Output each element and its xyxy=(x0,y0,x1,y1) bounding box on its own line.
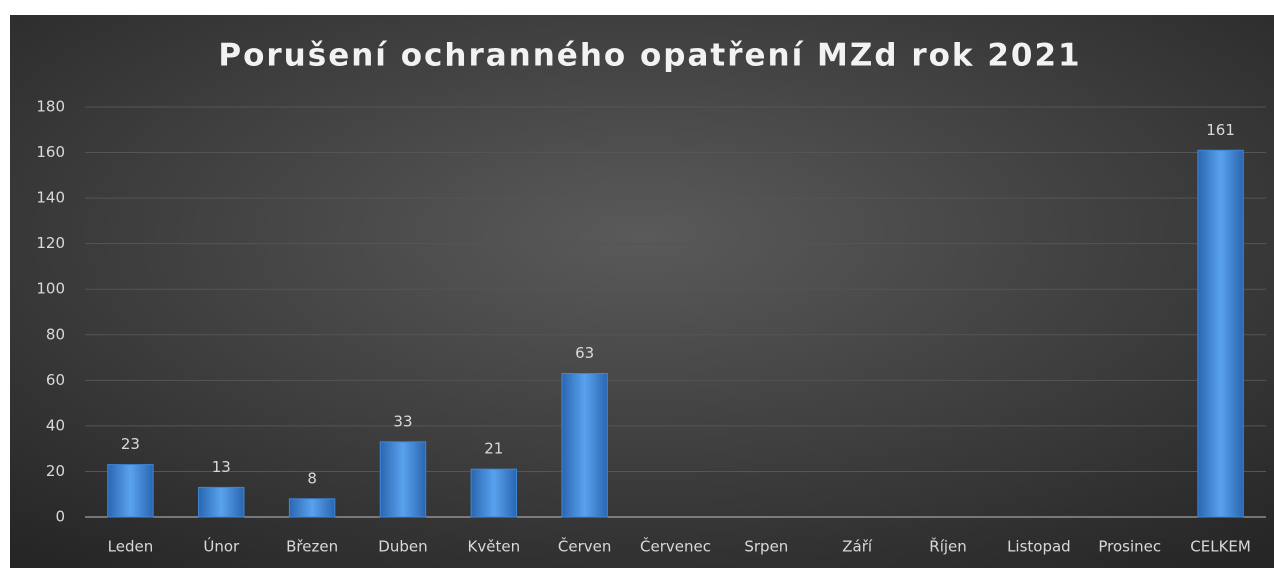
data-label: 33 xyxy=(393,412,412,430)
y-tick-label: 0 xyxy=(55,508,65,526)
y-tick-label: 180 xyxy=(36,98,65,116)
x-tick-label: Srpen xyxy=(744,538,788,556)
x-tick-label: Prosinec xyxy=(1098,538,1161,556)
y-tick-label: 20 xyxy=(46,462,65,480)
x-tick-label: Říjen xyxy=(929,537,967,556)
bar xyxy=(107,464,154,518)
y-tick-label: 120 xyxy=(36,234,65,252)
data-label: 8 xyxy=(307,469,317,487)
x-tick-label: Březen xyxy=(286,538,338,556)
bar xyxy=(288,498,336,518)
x-tick-label: Červenec xyxy=(640,537,711,556)
data-label: 21 xyxy=(484,440,503,458)
x-tick-label: Květen xyxy=(468,538,521,556)
chart-title: Porušení ochranného opatření MZd rok 202… xyxy=(218,38,1081,74)
x-tick-label: CELKEM xyxy=(1190,538,1251,556)
x-tick-label: Leden xyxy=(108,538,154,556)
x-tick-label: Září xyxy=(842,538,873,556)
y-tick-label: 80 xyxy=(46,325,65,343)
bar xyxy=(379,441,427,518)
data-label: 63 xyxy=(575,344,594,362)
chart-background xyxy=(10,15,1274,568)
x-tick-label: Listopad xyxy=(1007,538,1071,556)
data-label: 13 xyxy=(212,458,231,476)
data-label: 161 xyxy=(1206,121,1235,139)
x-tick-label: Únor xyxy=(203,537,240,556)
y-tick-label: 140 xyxy=(36,189,65,207)
bar xyxy=(1197,149,1244,518)
y-tick-label: 160 xyxy=(36,143,65,161)
data-label: 23 xyxy=(121,435,140,453)
x-tick-label: Duben xyxy=(378,538,427,556)
y-tick-label: 100 xyxy=(36,280,65,298)
bar xyxy=(470,468,518,518)
bar xyxy=(561,373,608,518)
bar xyxy=(198,486,245,518)
x-tick-label: Červen xyxy=(558,537,611,556)
y-tick-label: 40 xyxy=(46,416,65,434)
y-tick-label: 60 xyxy=(46,371,65,389)
